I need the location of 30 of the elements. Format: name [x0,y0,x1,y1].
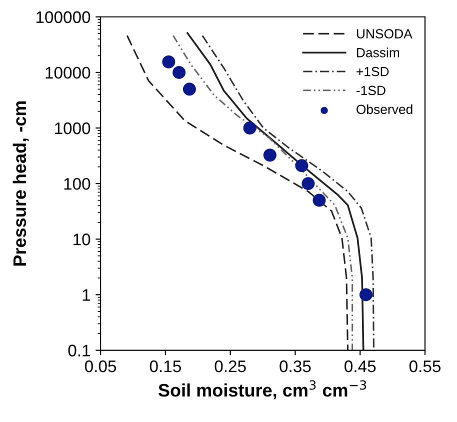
x-tick-label: 0.45 [344,360,376,372]
y-tick-label: 1 [82,289,90,301]
legend-label: +1SD [356,66,389,76]
x-tick-label: 0.35 [280,360,311,372]
y-axis-title: Pressure head, -cm [12,101,29,266]
y-tick-label: 1000 [55,122,90,134]
legend-label: UNSODA [356,29,412,38]
legend-label: Observed [356,104,412,114]
x-tick-label: 0.05 [84,360,116,372]
legend-label: Dassim [357,48,400,58]
point [182,82,196,96]
point [243,122,256,135]
y-tick-label: 10 [74,234,90,246]
point [263,148,276,162]
y-tick-label: 100000 [36,11,90,24]
point [312,194,326,207]
y-tick-label: 0.1 [68,344,90,356]
point [172,66,186,79]
point [162,55,176,68]
point [302,177,315,190]
point [359,288,372,302]
x-tick-label: 0.55 [409,360,441,372]
y-tick-label: 10000 [46,66,90,79]
x-tick-label: 0.15 [150,360,181,372]
x-axis-title: Soil moisture, cm$^{3}$ cm$^{−3}$ [158,380,366,400]
line-series [126,34,349,350]
y-tick-label: 100 [64,178,90,190]
legend-label: -1SD [356,86,386,96]
x-tick-label: 0.25 [214,360,246,372]
point [295,159,308,172]
